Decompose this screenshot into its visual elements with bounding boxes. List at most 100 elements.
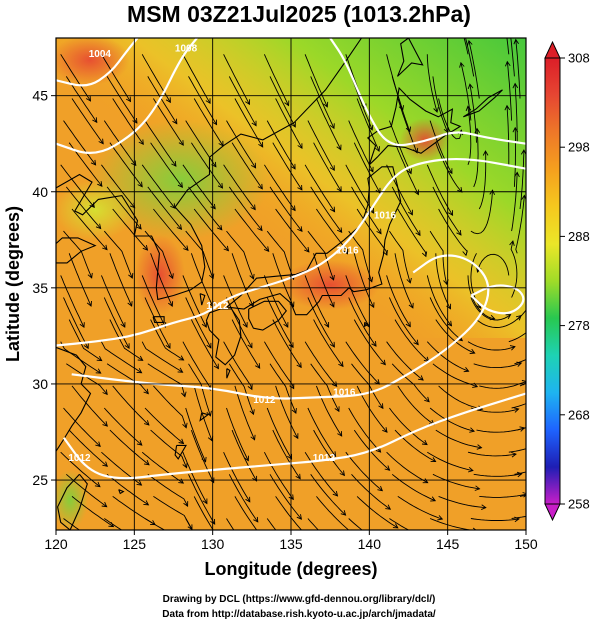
streamline-arrowhead [513,407,520,413]
streamline [386,451,428,484]
streamline [228,186,263,231]
streamline [182,54,211,104]
coast-kuril [463,89,503,118]
isobar-line-central [56,157,526,347]
colorbar-tick-label-258: 258 [568,497,590,512]
streamline-arrowhead [182,462,188,469]
isobar-label: 1004 [89,49,112,60]
streamline [272,142,303,191]
streamline-arrowhead [407,209,413,216]
streamline [147,473,189,507]
streamline-arrowhead [424,396,430,403]
streamline-arrowhead [138,139,144,146]
streamline [345,275,370,328]
streamline [304,341,338,387]
streamline-arrowhead [511,451,517,458]
streamline-arrowhead [338,361,344,368]
streamline [470,518,520,521]
streamline [71,496,114,527]
streamline [153,496,193,530]
streamline-arrowhead [136,440,143,446]
streamline [356,208,388,256]
streamline-arrowhead [514,171,520,178]
streamline-arrowhead [504,104,511,111]
streamline [394,253,414,309]
isobar-label: 1012 [206,301,229,312]
streamline-arrowhead [128,273,134,279]
x-tick-label-145: 145 [436,536,460,552]
streamline-arrowhead [288,342,294,349]
streamline-arrowhead [253,516,259,523]
streamline [234,496,258,530]
streamline-arrowhead [414,189,420,196]
streamline-arrowhead [127,301,133,307]
streamline-arrowhead [131,160,137,167]
streamline-arrowhead [463,367,470,373]
streamline [310,76,335,129]
streamline [263,54,290,106]
streamline-arrowhead [252,475,258,482]
streamline-arrowhead [405,126,412,133]
streamline [266,297,294,348]
isobar-label: 1016 [374,211,397,222]
streamline [150,253,173,307]
streamline-arrowhead [412,147,419,154]
streamline [307,230,335,281]
streamline [467,451,517,457]
streamline [310,186,343,233]
streamline-arrowhead [249,409,255,416]
streamline-arrowhead [482,150,489,156]
streamline-arrowhead [371,341,377,347]
streamline [100,275,126,328]
streamline-arrowhead [96,355,103,362]
colorbar-tick-label-288: 288 [568,229,590,244]
streamline [473,473,522,477]
streamline [63,518,81,530]
streamline-arrowhead [472,527,477,530]
streamline [391,363,430,403]
streamline-arrowhead [168,301,174,307]
streamline [266,518,277,530]
streamline-arrowhead [258,141,264,148]
streamline-arrowhead [337,227,343,234]
streamline [185,120,217,168]
streamline [144,120,177,167]
streamline-arrowhead [505,314,512,320]
streamline [141,54,171,103]
streamline [226,230,254,280]
streamline-arrowhead [332,490,339,497]
streamline [144,230,174,279]
streamline [193,208,229,251]
streamline-arrowhead [341,551,346,556]
streamline [106,363,149,394]
streamline [476,315,522,328]
streamline-arrowhead [263,246,270,253]
streamline-arrowhead [206,410,212,417]
streamline-arrowhead [168,273,174,280]
colorbar-tick-label-268: 268 [568,407,590,422]
streamline-arrowhead [177,182,183,189]
streamline [269,186,303,232]
streamline [234,98,264,148]
streamline-arrowhead [209,477,215,484]
coast-taiwan [57,473,88,530]
streamline-arrowhead [95,368,102,374]
streamline [112,98,144,145]
streamline [101,54,131,102]
wind-streamlines [60,38,526,556]
streamline-arrowhead [101,543,106,547]
streamline [388,297,419,345]
streamline [269,474,302,520]
streamline [515,39,521,99]
streamline [275,496,303,530]
streamline-arrowhead [218,140,224,147]
streamline [389,230,411,284]
streamline-arrowhead [297,226,303,233]
colorbar-body [544,57,561,505]
streamline-arrowhead [290,121,296,128]
streamline [465,38,475,77]
streamline [147,76,178,124]
streamline [473,128,479,188]
streamline [514,359,526,365]
